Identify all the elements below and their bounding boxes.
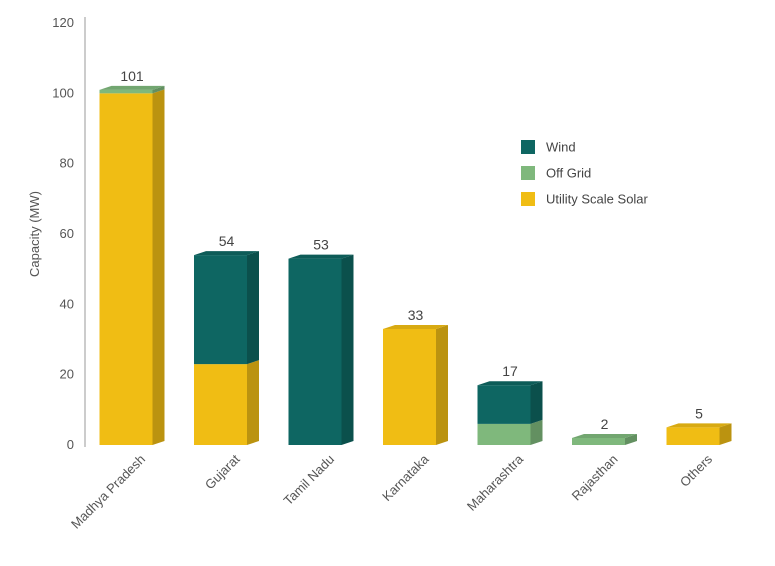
data-label: 33 bbox=[408, 307, 424, 323]
bar-top-face bbox=[477, 381, 543, 386]
category-label: Madhya Pradesh bbox=[68, 452, 148, 532]
bar-segment bbox=[383, 328, 436, 445]
bar-segment bbox=[99, 89, 153, 94]
bar-stack: 53 bbox=[288, 237, 354, 445]
bar-segment bbox=[194, 255, 247, 365]
bar-segment-side bbox=[247, 360, 259, 445]
y-tick-label: 0 bbox=[67, 437, 74, 452]
bar-segment bbox=[477, 385, 531, 424]
bar-segment bbox=[572, 437, 625, 445]
bar-stack: 54 bbox=[194, 233, 259, 445]
category-label: Gujarat bbox=[202, 451, 243, 492]
y-tick-label: 60 bbox=[60, 226, 74, 241]
bar-segment-side bbox=[247, 251, 259, 365]
bar-segment-side bbox=[436, 324, 448, 445]
y-tick-label: 40 bbox=[60, 296, 74, 311]
data-label: 101 bbox=[120, 68, 144, 84]
category-label: Others bbox=[677, 451, 716, 490]
legend-swatch bbox=[521, 140, 535, 154]
legend-swatch bbox=[521, 192, 535, 206]
bar-stack: 33 bbox=[383, 307, 448, 445]
y-axis-ticks: 0 20 40 60 80 100 120 bbox=[52, 15, 74, 452]
bar-stack: 101 bbox=[99, 68, 165, 445]
y-tick-label: 100 bbox=[52, 85, 74, 100]
data-label: 17 bbox=[502, 363, 518, 379]
bar-stack: 2 bbox=[572, 416, 637, 445]
data-label: 5 bbox=[695, 405, 703, 421]
bar-top-face bbox=[572, 433, 637, 438]
bar-segment bbox=[194, 364, 247, 445]
bar-segment-side bbox=[625, 433, 637, 445]
bar-segment bbox=[666, 427, 720, 445]
bar-top-face bbox=[194, 251, 259, 256]
bar-segment-side bbox=[341, 254, 354, 445]
legend-swatch bbox=[521, 166, 535, 180]
bar-segment-side bbox=[152, 89, 165, 445]
bar-top-face bbox=[99, 85, 165, 90]
category-label: Maharashtra bbox=[464, 451, 527, 514]
bar-top-face bbox=[288, 254, 354, 259]
y-tick-label: 120 bbox=[52, 15, 74, 30]
data-label: 2 bbox=[601, 416, 609, 432]
category-label: Karnataka bbox=[379, 451, 432, 504]
bar-stack: 17 bbox=[477, 363, 543, 445]
legend: Wind Off Grid Utility Scale Solar bbox=[521, 140, 649, 207]
bar-segment-side bbox=[530, 419, 543, 445]
legend-label: Wind bbox=[546, 140, 576, 155]
y-tick-label: 20 bbox=[60, 367, 74, 382]
category-labels: Madhya Pradesh Gujarat Tamil Nadu Karnataka… bbox=[68, 451, 715, 532]
y-axis-label: Capacity (MW) bbox=[27, 191, 42, 277]
bar-segment bbox=[99, 93, 153, 445]
bars-group: 101 54 53 33 17 2 5 bbox=[99, 68, 732, 445]
data-label: 54 bbox=[219, 233, 235, 249]
bar-segment-side bbox=[719, 423, 732, 445]
y-tick-label: 80 bbox=[60, 156, 74, 171]
bar-segment bbox=[288, 258, 342, 445]
bar-segment-side bbox=[530, 381, 543, 424]
data-label: 53 bbox=[313, 237, 329, 253]
bar-segment bbox=[477, 423, 531, 445]
category-label: Tamil Nadu bbox=[281, 452, 338, 509]
legend-label: Off Grid bbox=[546, 166, 591, 181]
bar-segment-side bbox=[152, 85, 165, 94]
bar-top-face bbox=[666, 423, 732, 428]
bar-top-face bbox=[383, 324, 448, 329]
category-label: Rajasthan bbox=[569, 452, 621, 504]
bar-stack: 5 bbox=[666, 405, 732, 445]
legend-label: Utility Scale Solar bbox=[546, 192, 649, 207]
